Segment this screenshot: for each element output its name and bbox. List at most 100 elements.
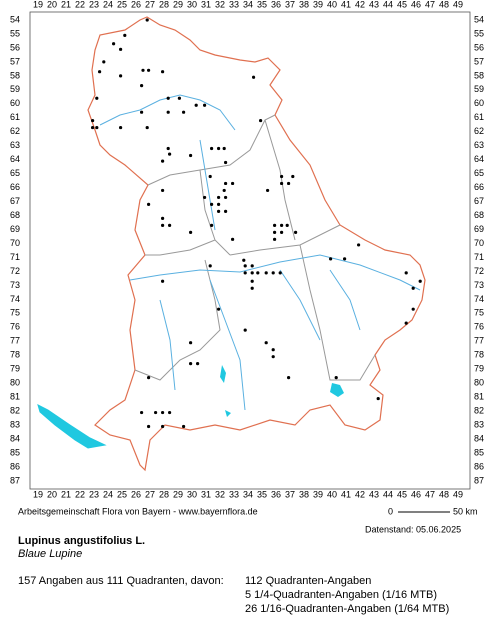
row-label: 63 [474,140,484,150]
column-label: 32 [215,489,225,499]
record-dot [91,118,95,123]
record-dot [147,68,151,72]
column-label: 46 [411,0,421,9]
column-label: 49 [453,0,463,9]
record-dot [224,160,228,165]
record-dot [210,223,214,227]
record-dot [166,110,170,114]
column-label: 44 [383,489,393,499]
column-label: 42 [355,0,365,9]
record-dot [95,96,99,100]
row-label: 81 [474,392,484,402]
column-label: 28 [159,489,169,499]
record-dot [147,376,151,380]
record-dot [194,103,198,107]
record-dot [222,188,226,193]
column-label: 34 [243,489,253,499]
record-dot [376,396,380,401]
record-dot [189,153,193,158]
record-dot [243,328,247,332]
column-label: 29 [173,489,183,499]
row-label: 72 [10,266,20,276]
record-dot [161,223,165,227]
row-label: 61 [10,112,20,122]
record-dot [256,271,260,275]
column-label: 43 [369,0,379,9]
column-label: 20 [47,0,57,9]
row-label: 55 [10,28,20,38]
scale-end: 50 km [453,506,478,516]
record-dot [119,125,123,130]
record-dot [271,271,275,275]
record-dot [161,159,165,163]
record-dot [98,70,102,74]
row-label: 76 [10,322,20,332]
record-dot [280,174,284,179]
column-label: 39 [313,489,323,499]
row-label: 80 [474,378,484,388]
record-dot [210,202,214,207]
record-dot [208,174,212,179]
column-label: 24 [103,0,113,9]
record-dot [224,209,228,213]
row-label: 60 [10,98,20,108]
record-dot [418,279,422,283]
row-label: 82 [10,406,20,416]
column-label: 23 [89,0,99,9]
detail: 26 1/16-Quadranten-Angaben (1/64 MTB) [245,603,449,615]
row-label: 67 [474,196,484,206]
column-label: 33 [229,0,239,9]
row-label: 64 [10,154,20,164]
row-label: 58 [10,70,20,80]
row-label: 72 [474,266,484,276]
record-dot [161,424,165,429]
column-label: 23 [89,489,99,499]
record-dot [112,42,116,46]
row-label: 65 [10,168,20,178]
row-label: 54 [10,14,20,24]
record-dot [161,188,165,193]
record-dot [119,74,123,78]
column-label: 45 [397,489,407,499]
record-dot [141,68,145,72]
row-label: 66 [10,182,20,192]
column-label: 35 [257,0,267,9]
row-label: 84 [474,433,484,443]
row-label: 85 [10,447,20,457]
column-label: 21 [61,0,71,9]
column-label: 38 [299,0,309,9]
record-dot [189,362,193,366]
record-dot [161,70,165,74]
row-label: 84 [10,433,20,443]
row-label: 73 [10,280,20,290]
column-label: 20 [47,489,57,499]
record-dot [177,96,181,100]
row-label: 62 [10,126,20,136]
column-label: 44 [383,0,393,9]
row-label: 74 [474,294,484,304]
column-label: 40 [327,0,337,9]
record-dot [294,230,298,234]
column-label: 40 [327,489,337,499]
record-dot [250,271,254,275]
record-dot [95,125,99,130]
record-dot [123,33,127,37]
record-dot [145,125,149,130]
column-label: 49 [453,489,463,499]
record-dot [259,118,263,123]
rivers [99,94,421,411]
record-dot [217,209,221,213]
row-label: 54 [474,14,484,24]
row-label: 78 [10,350,20,360]
record-dot [243,271,247,275]
record-dot [217,307,221,311]
record-dot [357,243,361,247]
column-label: 27 [145,0,155,9]
column-label: 33 [229,489,239,499]
row-label: 71 [10,252,20,262]
column-label: 26 [131,489,141,499]
record-dot [271,355,275,359]
record-dot [140,410,144,415]
row-label: 75 [474,308,484,318]
